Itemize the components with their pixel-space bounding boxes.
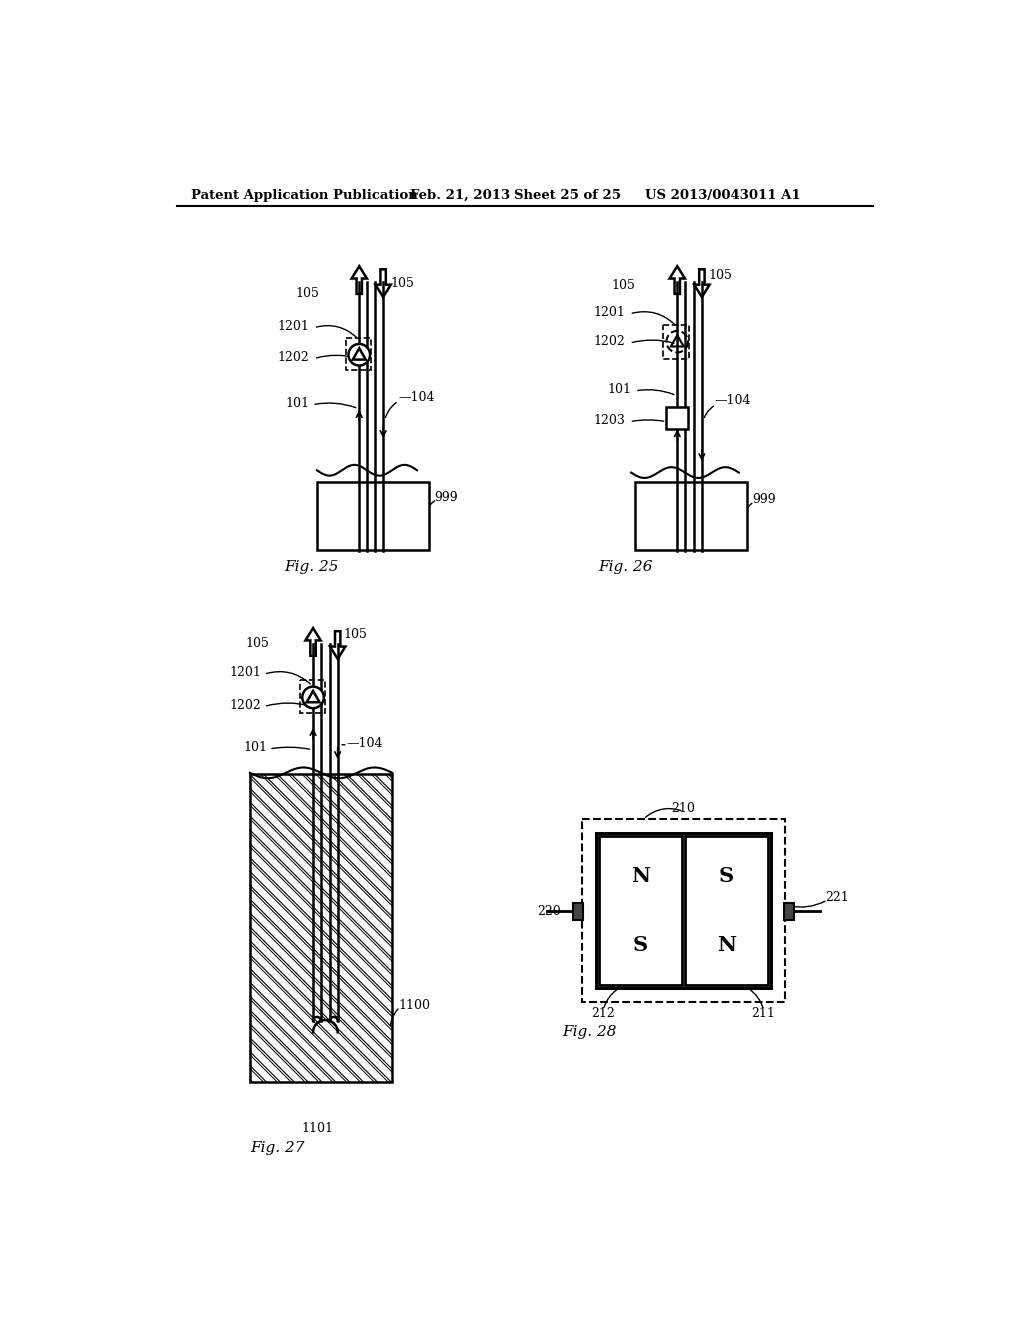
Bar xyxy=(346,338,371,370)
Text: 1203: 1203 xyxy=(594,413,626,426)
Text: 101: 101 xyxy=(244,741,267,754)
Text: 105: 105 xyxy=(246,638,269,649)
Text: 1201: 1201 xyxy=(278,319,309,333)
Text: 1201: 1201 xyxy=(594,306,626,319)
Bar xyxy=(783,903,795,920)
Text: 212: 212 xyxy=(592,1007,615,1019)
Text: N: N xyxy=(631,866,650,886)
Bar xyxy=(316,482,429,549)
Text: Sheet 25 of 25: Sheet 25 of 25 xyxy=(514,189,621,202)
Text: 1201: 1201 xyxy=(229,667,261,680)
Bar xyxy=(582,818,785,1002)
Text: —104: —104 xyxy=(346,737,383,750)
Text: S: S xyxy=(633,935,648,956)
Text: Fig. 27: Fig. 27 xyxy=(250,1140,304,1155)
Text: Fig. 26: Fig. 26 xyxy=(599,560,653,573)
Text: N: N xyxy=(717,935,736,956)
Text: 1101: 1101 xyxy=(302,1122,334,1135)
Text: Feb. 21, 2013: Feb. 21, 2013 xyxy=(410,189,510,202)
Text: 1100: 1100 xyxy=(398,999,430,1012)
Text: 210: 210 xyxy=(672,801,695,814)
Text: Fig. 28: Fig. 28 xyxy=(562,1026,616,1039)
Text: US 2013/0043011 A1: US 2013/0043011 A1 xyxy=(645,189,801,202)
Bar xyxy=(250,775,392,1082)
Bar xyxy=(300,681,325,713)
Bar xyxy=(667,407,688,429)
Bar xyxy=(572,903,584,920)
Text: 101: 101 xyxy=(286,397,309,409)
Text: 1202: 1202 xyxy=(229,698,261,711)
Text: 105: 105 xyxy=(611,279,635,292)
Circle shape xyxy=(302,686,324,708)
Bar xyxy=(635,482,746,549)
Text: Patent Application Publication: Patent Application Publication xyxy=(190,189,418,202)
Text: 101: 101 xyxy=(608,383,632,396)
Text: S: S xyxy=(719,866,734,886)
Text: —104: —104 xyxy=(714,395,751,408)
Text: 105: 105 xyxy=(708,269,732,282)
Text: 220: 220 xyxy=(538,906,561,917)
Text: 105: 105 xyxy=(295,288,319,301)
Text: 211: 211 xyxy=(752,1007,775,1019)
Bar xyxy=(596,833,771,989)
Text: 1202: 1202 xyxy=(594,335,626,348)
Circle shape xyxy=(348,345,370,366)
Bar xyxy=(599,836,682,985)
Text: 105: 105 xyxy=(344,628,368,640)
Text: Fig. 25: Fig. 25 xyxy=(285,560,339,573)
Text: 105: 105 xyxy=(391,277,415,290)
Text: 221: 221 xyxy=(825,891,849,904)
Text: 999: 999 xyxy=(435,491,459,504)
Text: —104: —104 xyxy=(398,391,435,404)
Bar xyxy=(685,836,768,985)
Bar xyxy=(664,325,689,359)
Text: 1202: 1202 xyxy=(278,351,309,363)
Text: 999: 999 xyxy=(753,492,776,506)
